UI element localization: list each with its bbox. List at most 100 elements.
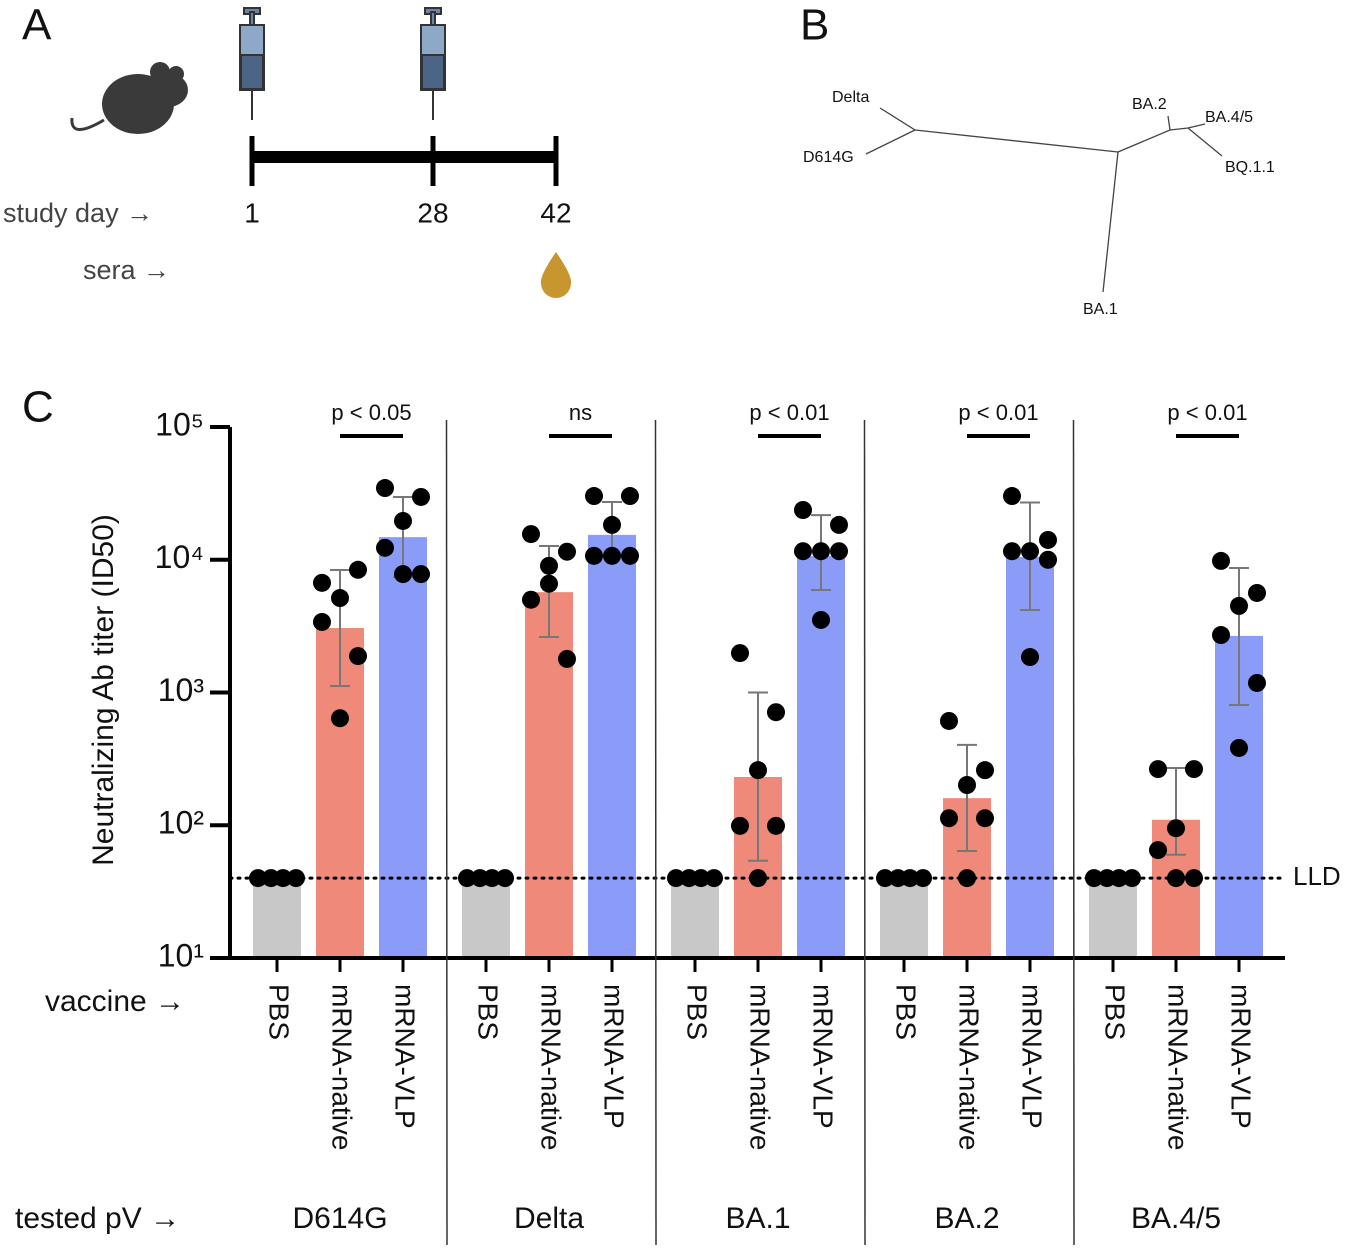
data-point xyxy=(1230,738,1248,757)
x-tick-label: mRNA-native xyxy=(1163,984,1194,1150)
group-label: Delta xyxy=(514,1202,584,1235)
data-point xyxy=(603,546,621,565)
group-divider xyxy=(863,419,866,1246)
y-tick-label: 10⁴ xyxy=(155,539,204,575)
group-divider xyxy=(654,419,657,1246)
data-point xyxy=(376,538,394,557)
data-point xyxy=(830,542,848,561)
panel-label: A xyxy=(22,1,52,50)
data-point xyxy=(914,869,932,888)
tree-tip-label: Delta xyxy=(832,89,869,106)
data-point xyxy=(1039,530,1057,549)
data-point xyxy=(876,869,894,888)
row-label: tested pV → xyxy=(15,1202,180,1235)
bar xyxy=(379,537,427,958)
data-point xyxy=(249,869,267,888)
day-label: 42 xyxy=(540,197,571,228)
data-point xyxy=(483,869,501,888)
data-point xyxy=(940,809,958,828)
bar xyxy=(588,534,636,958)
group-label: BA.4/5 xyxy=(1131,1202,1221,1235)
y-tick-label: 10² xyxy=(158,805,205,841)
data-point xyxy=(1212,551,1230,570)
data-point xyxy=(585,487,603,506)
x-tick-label: PBS xyxy=(264,984,295,1040)
x-tick-label: mRNA-native xyxy=(954,984,985,1150)
data-point xyxy=(412,487,430,506)
data-point xyxy=(705,869,723,888)
data-point xyxy=(731,816,749,835)
data-point xyxy=(1212,626,1230,645)
data-point xyxy=(958,869,976,888)
x-tick-label: mRNA-VLP xyxy=(808,984,839,1129)
row-label: vaccine → xyxy=(45,985,185,1018)
bar xyxy=(880,878,928,958)
timeline xyxy=(249,136,559,186)
data-point xyxy=(976,761,994,780)
sera-label: sera → xyxy=(83,255,170,285)
data-point xyxy=(558,649,576,668)
data-point xyxy=(522,590,540,609)
data-point xyxy=(349,647,367,666)
data-point xyxy=(313,612,331,631)
data-point xyxy=(1039,550,1057,569)
y-axis-label: Neutralizing Ab titer (ID50) xyxy=(87,514,120,866)
data-point xyxy=(274,869,292,888)
data-point xyxy=(1021,542,1039,561)
data-point xyxy=(692,869,710,888)
panel-label: C xyxy=(22,383,54,432)
mouse-icon xyxy=(70,62,188,134)
data-point xyxy=(901,869,919,888)
data-point xyxy=(1003,487,1021,506)
data-point xyxy=(412,565,430,584)
significance-label: p < 0.01 xyxy=(1167,400,1247,425)
data-point xyxy=(603,515,621,534)
data-point xyxy=(1110,869,1128,888)
tree-tip-label: BA.4/5 xyxy=(1205,109,1253,126)
bar xyxy=(253,878,301,958)
x-tick-label: PBS xyxy=(891,984,922,1040)
tree-tip-label: BA.1 xyxy=(1083,301,1118,318)
group-label: BA.1 xyxy=(725,1202,790,1235)
data-point xyxy=(394,511,412,530)
significance-label: p < 0.05 xyxy=(331,400,411,425)
error-bar xyxy=(1229,566,1249,707)
data-point xyxy=(331,589,349,608)
bar xyxy=(1089,878,1137,958)
significance-label: p < 0.01 xyxy=(958,400,1038,425)
group-label: BA.2 xyxy=(934,1202,999,1235)
data-point xyxy=(1248,583,1266,602)
data-point xyxy=(794,501,812,520)
tree-tip-label: D614G xyxy=(803,149,854,166)
day-label: 1 xyxy=(244,197,260,228)
data-point xyxy=(1123,869,1141,888)
y-tick-label: 10⁵ xyxy=(155,406,204,442)
data-point xyxy=(749,869,767,888)
data-point xyxy=(621,487,639,506)
data-point xyxy=(1185,760,1203,779)
x-tick-label: mRNA-native xyxy=(327,984,358,1150)
data-point xyxy=(767,703,785,722)
data-point xyxy=(394,565,412,584)
significance-label: p < 0.01 xyxy=(749,400,829,425)
syringe-icon xyxy=(239,7,446,120)
data-point xyxy=(349,560,367,579)
data-point xyxy=(331,709,349,728)
x-tick-label: mRNA-VLP xyxy=(390,984,421,1129)
data-point xyxy=(376,479,394,498)
data-point xyxy=(1003,542,1021,561)
data-point xyxy=(522,525,540,544)
data-point xyxy=(1185,869,1203,888)
data-point xyxy=(958,776,976,795)
data-point xyxy=(749,761,767,780)
x-tick-label: mRNA-native xyxy=(536,984,567,1150)
serum-drop xyxy=(540,252,572,298)
data-point xyxy=(1167,819,1185,838)
y-tick-label: 10¹ xyxy=(158,937,204,973)
data-point xyxy=(540,556,558,575)
data-point xyxy=(830,515,848,534)
data-point xyxy=(287,869,305,888)
group-divider xyxy=(445,419,448,1246)
data-point xyxy=(1248,673,1266,692)
